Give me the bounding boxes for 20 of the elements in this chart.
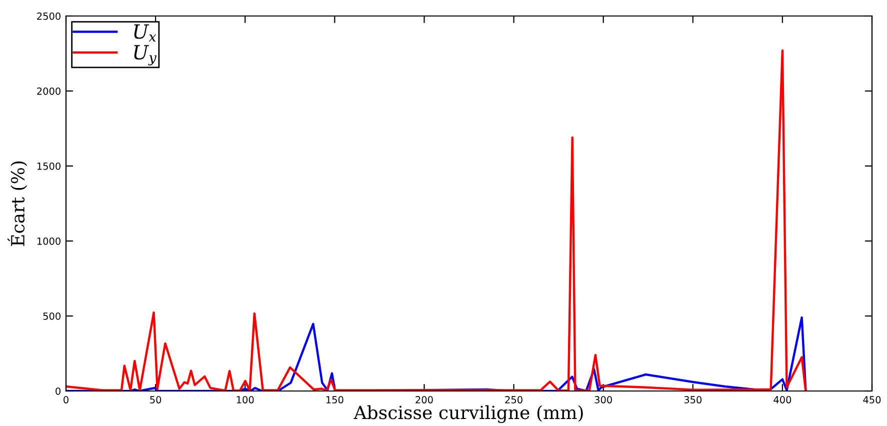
x-tick-label: 200 — [416, 396, 433, 404]
y-tick-label: 2500 — [37, 12, 60, 20]
x-tick-label: 150 — [326, 396, 344, 404]
x-axis-title: Abscisse curviligne (mm) — [354, 405, 583, 423]
y-tick-label: 2000 — [37, 87, 60, 95]
x-tick-label: 400 — [774, 396, 792, 404]
y-tick-label: 1500 — [37, 162, 60, 170]
y-tick-label: 0 — [56, 387, 60, 395]
y-tick-label: 500 — [43, 312, 60, 320]
x-tick-label: 350 — [684, 396, 702, 404]
x-tick-label: 50 — [150, 396, 162, 404]
x-tick-label: 100 — [236, 396, 254, 404]
x-tick-label: 300 — [594, 396, 612, 404]
legend-label: U$_{y}$ — [134, 45, 157, 66]
x-tick-label: 250 — [505, 396, 522, 404]
x-tick-label: 450 — [863, 396, 881, 404]
y-tick-label: 1000 — [37, 237, 60, 245]
y-axis-title: Écart (%) — [8, 161, 28, 246]
legend-label: U$_{x}$ — [134, 24, 156, 42]
x-tick-label: 0 — [64, 396, 68, 404]
